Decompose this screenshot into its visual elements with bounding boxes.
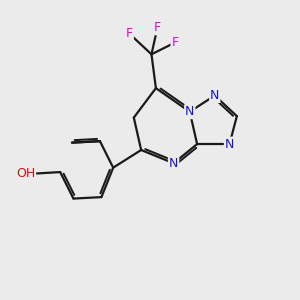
Text: OH: OH	[16, 167, 35, 180]
Text: F: F	[172, 36, 178, 49]
Text: N: N	[169, 157, 178, 170]
Text: F: F	[154, 21, 161, 34]
Text: F: F	[126, 27, 133, 40]
Text: N: N	[185, 105, 194, 118]
Text: N: N	[210, 89, 220, 102]
Text: N: N	[225, 138, 234, 151]
